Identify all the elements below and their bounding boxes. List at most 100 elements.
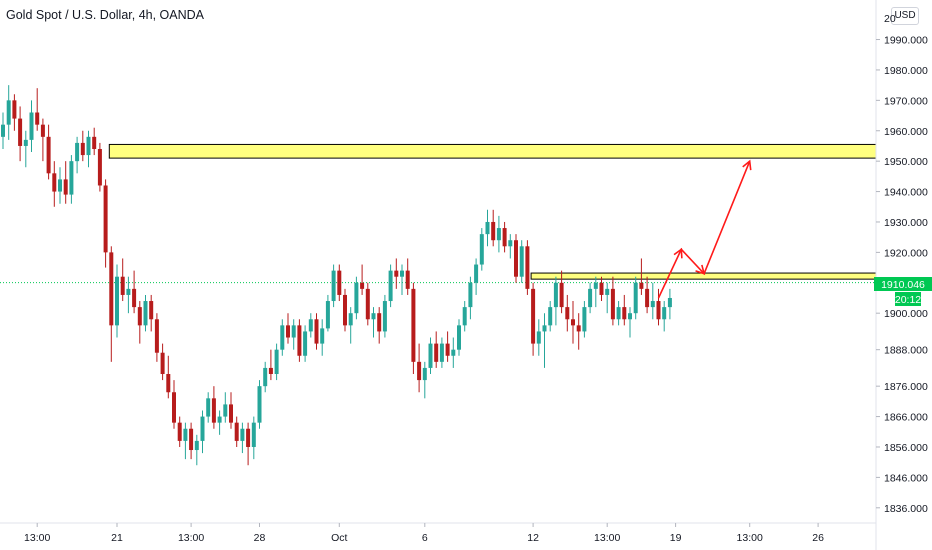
- candle: [246, 428, 251, 447]
- candle: [268, 367, 273, 375]
- candle: [571, 319, 575, 326]
- candle: [137, 307, 142, 326]
- candle: [303, 331, 308, 356]
- candle: [132, 288, 137, 308]
- current-price-label: 1910.046: [874, 277, 932, 291]
- price-tick-label: 1866.000: [884, 412, 928, 424]
- candle: [200, 416, 205, 441]
- time-tick-label: 12: [527, 532, 539, 544]
- time-tick-label: 26: [812, 532, 824, 544]
- candle: [75, 142, 80, 162]
- candle: [46, 136, 51, 174]
- candle: [548, 307, 553, 326]
- candle: [217, 416, 222, 423]
- candle: [325, 301, 330, 329]
- time-tick-label: Oct: [331, 532, 347, 544]
- candle: [502, 228, 507, 247]
- candle: [382, 301, 387, 332]
- resistance-zone-1[interactable]: [108, 143, 877, 159]
- candle: [69, 161, 74, 195]
- chart-title: Gold Spot / U.S. Dollar, 4h, OANDA: [6, 8, 204, 22]
- candle: [115, 276, 119, 326]
- candle: [491, 221, 496, 241]
- price-tick-label: 1990.000: [884, 35, 928, 47]
- candle: [479, 234, 484, 265]
- candle: [297, 325, 302, 356]
- candle: [1, 124, 5, 137]
- candle: [388, 270, 393, 302]
- candle: [422, 367, 427, 381]
- candle: [667, 297, 672, 308]
- candle: [274, 349, 279, 375]
- price-tick-label: 1960.000: [884, 126, 928, 138]
- time-tick-label: 19: [670, 532, 682, 544]
- candle: [257, 386, 262, 423]
- candle: [29, 112, 34, 140]
- candle: [468, 282, 473, 308]
- candle: [286, 325, 290, 338]
- candle: [109, 252, 114, 326]
- candle: [40, 124, 45, 137]
- price-tick-label: 1846.000: [884, 472, 928, 484]
- countdown-label: 20:12: [895, 292, 921, 306]
- candle: [377, 313, 382, 332]
- candle: [605, 288, 610, 295]
- candle: [234, 422, 239, 441]
- candle: [508, 240, 513, 247]
- candle: [52, 173, 57, 192]
- candle: [343, 294, 347, 326]
- projection-path: [657, 160, 751, 299]
- time-axis: 13:00 21 13:00 28 Oct 6 12 13:00 19 13:00 26: [24, 523, 824, 544]
- candle: [417, 361, 422, 381]
- candle: [474, 264, 479, 283]
- candle: [559, 282, 564, 308]
- candle: [177, 422, 182, 441]
- candle: [628, 313, 632, 320]
- candle: [519, 246, 524, 277]
- candle: [240, 428, 245, 441]
- candle: [599, 282, 604, 295]
- candle: [633, 282, 638, 314]
- candle: [514, 240, 518, 277]
- candle: [189, 428, 194, 451]
- candle: [582, 307, 587, 332]
- price-tick-label: 1970.000: [884, 95, 928, 107]
- candle: [525, 246, 530, 289]
- candle: [411, 288, 416, 362]
- candle: [280, 325, 285, 350]
- price-tick-label: 1950.000: [884, 156, 928, 168]
- candle: [434, 343, 439, 362]
- candle: [593, 282, 598, 289]
- candle: [263, 367, 268, 387]
- candle: [126, 288, 131, 295]
- candle: [553, 282, 558, 308]
- price-tick-label: 1888.000: [884, 345, 928, 357]
- candle: [610, 288, 615, 320]
- price-tick-label: 1836.000: [884, 503, 928, 515]
- candle: [314, 319, 319, 344]
- candle: [639, 282, 644, 289]
- price-tick-label: 1980.000: [884, 65, 928, 77]
- candle: [536, 331, 541, 344]
- candle: [485, 221, 490, 235]
- candle: [576, 325, 581, 332]
- price-tick-label: 1856.000: [884, 442, 928, 454]
- candle: [451, 349, 456, 356]
- candle: [80, 142, 85, 156]
- time-tick-label: 21: [111, 532, 123, 544]
- price-tick-label: 1920.000: [884, 247, 928, 259]
- candle: [348, 313, 353, 326]
- candle: [97, 148, 102, 186]
- candle: [365, 288, 370, 320]
- candle: [183, 428, 188, 441]
- candle: [143, 301, 148, 326]
- currency-button[interactable]: USD: [891, 7, 919, 25]
- candle: [86, 136, 91, 156]
- current-price-text: 1910.046: [881, 279, 925, 291]
- candle: [149, 301, 154, 320]
- projection-arrowhead-3: [742, 159, 752, 171]
- price-tick-label: 1930.000: [884, 217, 928, 229]
- candle: [542, 325, 547, 332]
- candle: [291, 325, 296, 338]
